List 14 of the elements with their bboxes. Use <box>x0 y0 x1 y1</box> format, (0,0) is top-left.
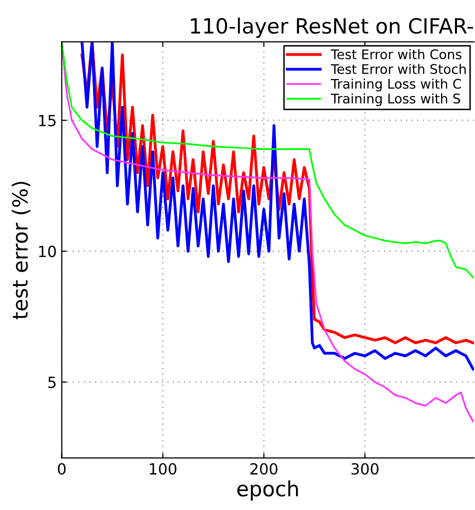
legend-label: Test Error with Stoch <box>330 64 466 74</box>
x-tick-label: 0 <box>58 463 66 475</box>
x-tick-label: 300 <box>351 463 378 475</box>
y-tick-label: 15 <box>39 115 56 126</box>
y-tick-label: 10 <box>39 246 56 258</box>
x-tick-label: 100 <box>150 463 176 475</box>
chart-title: 110-layer ResNet on CIFAR- <box>191 18 474 38</box>
legend-label: Training Loss with S <box>330 93 460 106</box>
legend-label: Training Loss with C <box>330 78 461 92</box>
y-axis-title: test error (%) <box>12 182 30 320</box>
y-tick-label: 5 <box>48 376 56 388</box>
x-tick-label: 200 <box>250 463 278 475</box>
legend-label: Test Error with Cons <box>330 49 462 60</box>
x-axis-title: epoch <box>237 480 298 501</box>
